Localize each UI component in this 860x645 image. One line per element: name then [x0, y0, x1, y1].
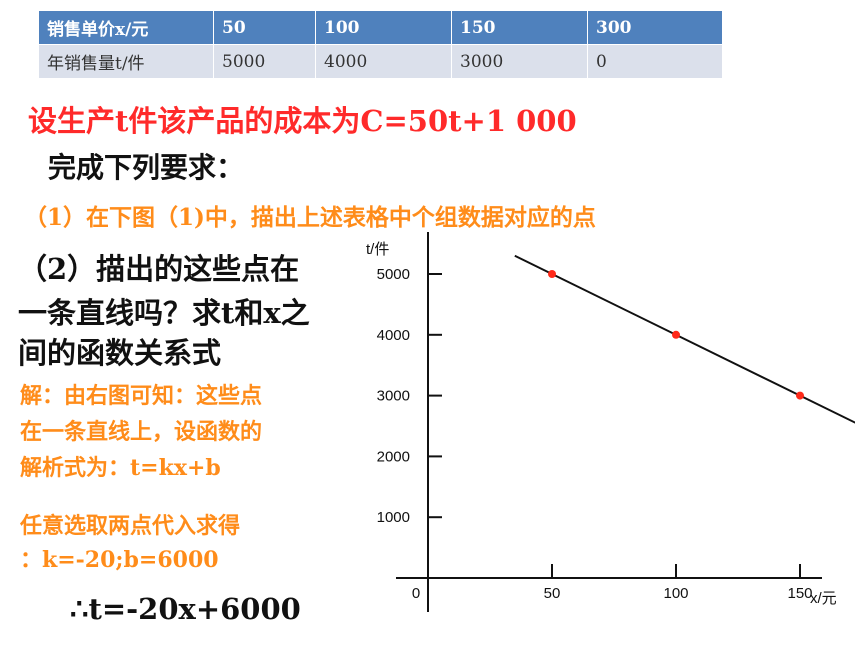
x-tick-label: 50: [544, 585, 561, 602]
x-axis-label: x/元: [810, 590, 837, 607]
pick-points-line: 任意选取两点代入求得: [20, 513, 241, 539]
y-tick-label: 2000: [377, 448, 410, 465]
table-cell: 年销售量t/件: [38, 44, 214, 79]
x-tick-label: 150: [787, 585, 812, 602]
question-2-line: 间的函数关系式: [18, 336, 222, 370]
y-tick-label: 3000: [377, 388, 410, 405]
plot-area: [514, 254, 855, 424]
table-header-cell: 100: [315, 10, 452, 45]
y-tick-label: 1000: [377, 509, 410, 526]
question-2-line: （2）描出的这些点在: [18, 252, 300, 286]
cost-statement: 设生产t件该产品的成本为C=50t+1 000: [28, 104, 577, 138]
y-tick-label: 4000: [377, 327, 410, 344]
answer-line: 解析式为：t=kx+b: [20, 455, 221, 481]
pick-points-line: ：k=-20;b=6000: [20, 547, 219, 573]
scatter-chart: t/件 x/元 05010015020025030010002000300040…: [366, 232, 855, 612]
question-1: （1）在下图（1)中，描出上述表格中个组数据对应的点: [24, 204, 596, 231]
table-header-cell: 300: [587, 10, 723, 45]
question-2-line: 一条直线吗？求t和x之: [18, 296, 310, 330]
x-tick-label: 100: [663, 585, 688, 602]
y-tick-label: 5000: [377, 266, 410, 283]
table-cell: 3000: [451, 44, 588, 79]
data-point: [672, 330, 680, 339]
answer-line: 解：由右图可知：这些点: [20, 383, 263, 409]
table-row: 年销售量t/件 5000 4000 3000 0: [38, 44, 723, 79]
table-cell: 5000: [213, 44, 316, 79]
table-header-row: 销售单价x/元 50 100 150 300: [38, 10, 723, 45]
y-axis-label: t/件: [366, 241, 389, 258]
data-point: [548, 270, 556, 278]
axis-ticks: 05010015020025030010002000300040005000: [377, 266, 813, 602]
result-formula: ∴t=-20x+6000: [70, 592, 301, 626]
data-point: [796, 391, 804, 400]
table-cell: 0: [587, 44, 723, 79]
fit-line: [514, 254, 855, 424]
x-tick-label: 0: [412, 585, 420, 602]
table-header-cell: 150: [451, 10, 588, 45]
table-header-cell: 销售单价x/元: [38, 10, 214, 45]
table-cell: 4000: [315, 44, 452, 79]
task-heading: 完成下列要求：: [48, 151, 245, 184]
answer-line: 在一条直线上，设函数的: [20, 419, 263, 445]
table-header-cell: 50: [213, 10, 316, 45]
price-volume-table: 销售单价x/元 50 100 150 300 年销售量t/件 5000 4000…: [38, 10, 723, 79]
